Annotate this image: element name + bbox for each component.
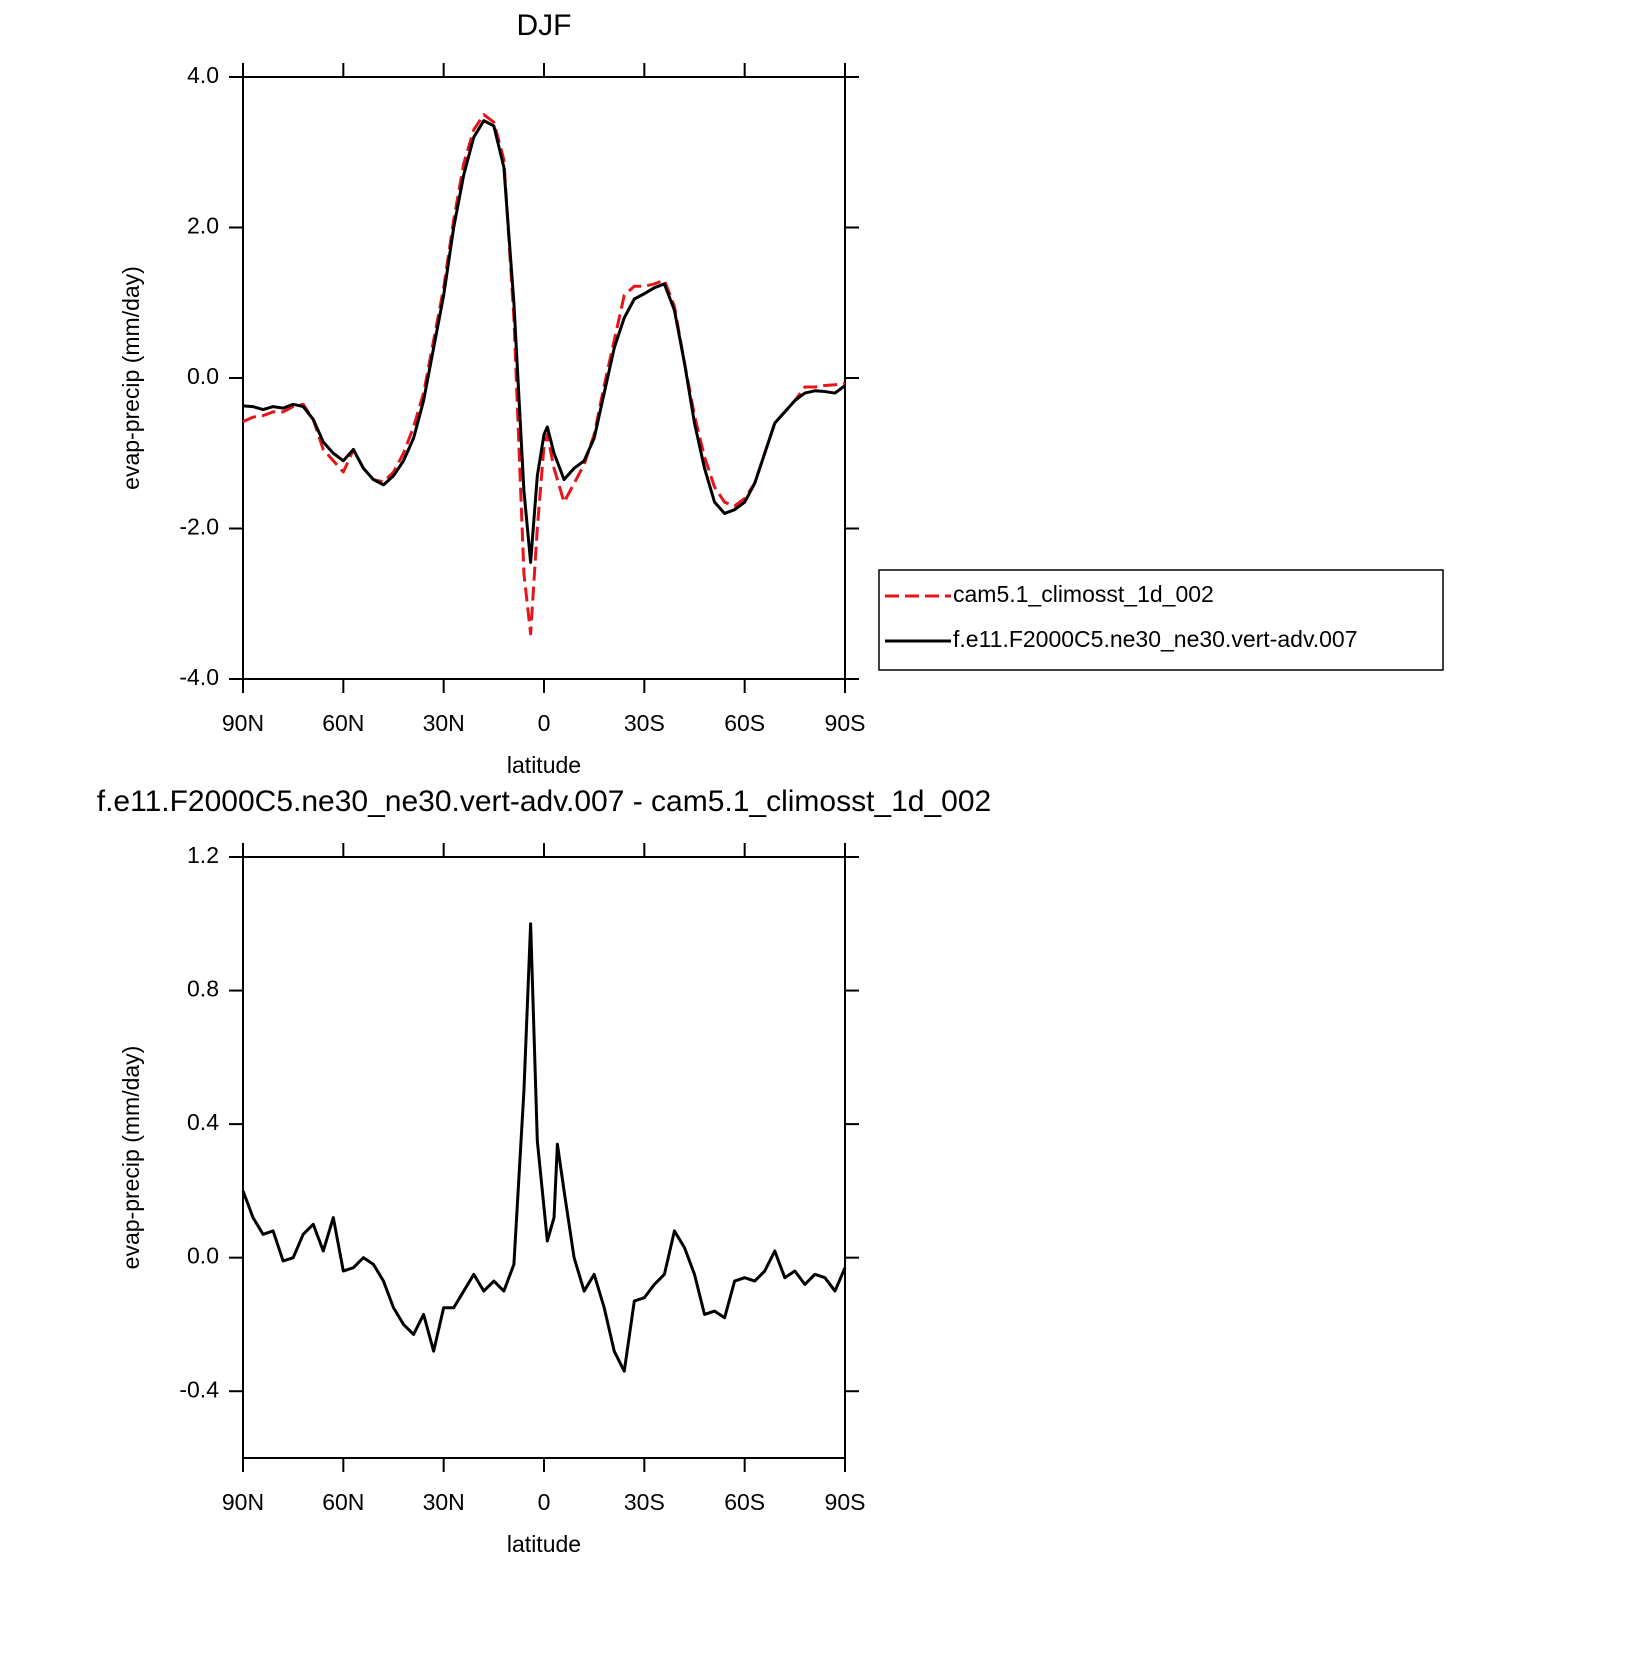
- x-tick-label: 60N: [322, 710, 364, 736]
- plot-frame: [242, 856, 846, 1459]
- y-tick-label: 0.4: [187, 1109, 219, 1135]
- y-axis-label: evap-precip (mm/day): [118, 266, 144, 490]
- chart-title: f.e11.F2000C5.ne30_ne30.vert-adv.007 - c…: [97, 785, 991, 818]
- legend-label: f.e11.F2000C5.ne30_ne30.vert-adv.007: [953, 626, 1358, 652]
- x-tick-label: 0: [538, 1489, 551, 1515]
- x-tick-label: 0: [538, 710, 551, 736]
- chart-title: DJF: [517, 9, 572, 42]
- x-tick-label: 90S: [825, 1489, 866, 1515]
- legend-label: cam5.1_climosst_1d_002: [953, 581, 1214, 607]
- x-tick-label: 60S: [724, 710, 765, 736]
- y-tick-label: -4.0: [179, 664, 219, 690]
- series-line: [242, 113, 846, 636]
- x-tick-label: 60N: [322, 1489, 364, 1515]
- y-tick-label: 0.8: [187, 976, 219, 1002]
- x-axis-label: latitude: [507, 1531, 581, 1557]
- y-tick-label: -2.0: [179, 514, 219, 540]
- y-tick-label: -0.4: [179, 1376, 219, 1402]
- y-tick-label: 0.0: [187, 363, 219, 389]
- x-axis-label: latitude: [507, 752, 581, 778]
- x-tick-label: 90S: [825, 710, 866, 736]
- x-tick-label: 30N: [423, 1489, 465, 1515]
- x-tick-label: 90N: [222, 710, 264, 736]
- x-tick-label: 90N: [222, 1489, 264, 1515]
- series-line: [242, 119, 846, 564]
- legend-box: [878, 569, 1444, 671]
- y-tick-label: 2.0: [187, 213, 219, 239]
- y-tick-label: 0.0: [187, 1243, 219, 1269]
- plot-frame: [242, 76, 846, 680]
- series-line: [241, 922, 847, 1373]
- x-tick-label: 60S: [724, 1489, 765, 1515]
- x-tick-label: 30S: [624, 710, 665, 736]
- x-tick-label: 30N: [423, 710, 465, 736]
- y-axis-label: evap-precip (mm/day): [118, 1046, 144, 1270]
- y-tick-label: 1.2: [187, 842, 219, 868]
- y-tick-label: 4.0: [187, 62, 219, 88]
- x-tick-label: 30S: [624, 1489, 665, 1515]
